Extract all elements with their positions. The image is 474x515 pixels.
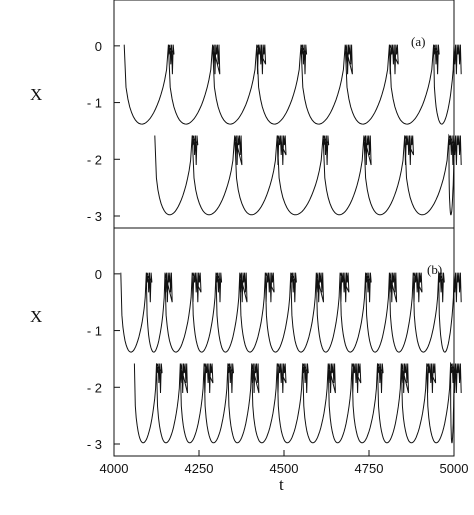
panel-a-series-1	[123, 44, 462, 125]
panel-b-frame	[113, 227, 455, 457]
panel-b-x-tick-label: 4250	[185, 461, 214, 476]
panel-b-series-2	[133, 361, 462, 444]
panel-b-y-tick-label: - 1	[87, 324, 102, 339]
panel-b-x-ticks: 4000 4250 4500 4750 5000	[100, 450, 469, 476]
panel-b-y-tick-label: - 2	[87, 380, 102, 395]
panel-b-x-tick-label: 4750	[355, 461, 384, 476]
panel-a: 0 - 1 - 2 - 3 (a) X	[30, 0, 462, 229]
panel-b-series	[120, 270, 462, 444]
panel-b-series-1	[120, 270, 462, 353]
panel-a-y-tick-label: - 1	[87, 96, 102, 111]
panel-b-y-axis-label: X	[30, 307, 42, 326]
panel-b-x-tick-label: 4500	[270, 461, 299, 476]
panel-b-x-tick-label: 5000	[440, 461, 469, 476]
panel-a-y-axis-label: X	[30, 85, 42, 104]
panel-a-y-tick-label: 0	[95, 39, 102, 54]
panel-b-y-tick-label: 0	[95, 267, 102, 282]
panel-a-y-ticks: 0 - 1 - 2 - 3	[87, 39, 120, 224]
panel-a-y-tick-label: - 2	[87, 152, 102, 167]
panel-a-series	[123, 44, 462, 216]
panel-a-series-2	[154, 133, 462, 216]
panel-b-y-tick-label: - 3	[87, 437, 102, 452]
panel-a-label: (a)	[411, 34, 425, 49]
panel-a-y-tick-label: - 3	[87, 209, 102, 224]
panel-b: 0 - 1 - 2 - 3 4000 4250 4500 4750 5000 (b) X t	[30, 227, 469, 494]
panel-b-x-tick-label: 4000	[100, 461, 129, 476]
panel-b-label: (b)	[427, 262, 442, 277]
panel-b-y-ticks: 0 - 1 - 2 - 3	[87, 267, 120, 452]
panel-b-x-axis-label: t	[279, 475, 284, 494]
panel-a-frame	[113, 0, 455, 229]
